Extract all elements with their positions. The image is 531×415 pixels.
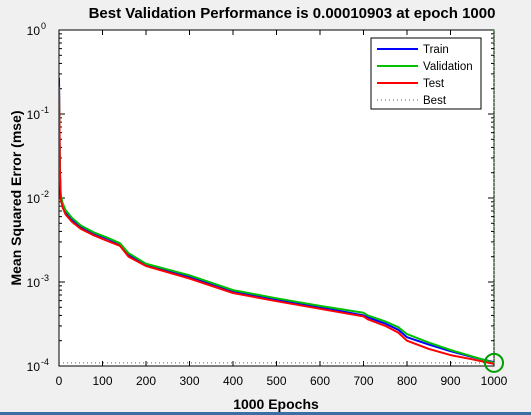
y-axis-label: Mean Squared Error (mse) <box>8 110 24 285</box>
x-tick-label: 200 <box>136 374 156 388</box>
y-tick-label: 10 <box>27 192 41 206</box>
series-line-test <box>59 86 494 365</box>
x-tick-label: 600 <box>310 374 330 388</box>
x-tick-label: 700 <box>353 374 373 388</box>
y-tick-label: 10 <box>27 108 41 122</box>
x-tick-label: 300 <box>179 374 199 388</box>
x-tick-label: 900 <box>440 374 460 388</box>
y-tick-exponent: -4 <box>41 357 49 367</box>
y-tick-exponent: -3 <box>41 273 49 283</box>
y-tick-base: 10 <box>27 192 41 206</box>
y-tick-base: 10 <box>27 24 41 38</box>
y-tick-label: 10 <box>27 24 41 38</box>
y-tick-base: 10 <box>27 360 41 374</box>
legend: Train Validation Test Best <box>370 37 482 110</box>
y-tick-exponent: -2 <box>41 189 49 199</box>
legend-label-train: Train <box>423 44 449 56</box>
y-tick-base: 10 <box>27 276 41 290</box>
y-tick-label: 10 <box>27 276 41 290</box>
x-tick-label: 800 <box>397 374 417 388</box>
x-axis-label: 1000 Epochs <box>233 396 319 412</box>
series-line-validation <box>59 88 494 364</box>
legend-label-best: Best <box>423 95 447 107</box>
y-tick-base: 10 <box>27 108 41 122</box>
x-axis-ticks: 0 100 200 300 400 500 600 700 800 900 1000 <box>56 30 508 388</box>
best-point-marker <box>484 352 504 373</box>
x-tick-label: 0 <box>56 374 63 388</box>
y-tick-exponent: 0 <box>41 21 46 31</box>
x-tick-label: 100 <box>92 374 112 388</box>
legend-label-test: Test <box>423 78 445 90</box>
x-tick-label: 1000 <box>481 374 508 388</box>
x-tick-label: 500 <box>266 374 286 388</box>
legend-label-validation: Validation <box>423 61 473 73</box>
chart-title: Best Validation Performance is 0.0001090… <box>89 5 496 22</box>
y-tick-exponent: -1 <box>41 105 49 115</box>
y-tick-label: 10 <box>27 360 41 374</box>
series-layer <box>59 30 504 373</box>
window-bottom-edge <box>0 412 531 415</box>
x-tick-label: 400 <box>223 374 243 388</box>
